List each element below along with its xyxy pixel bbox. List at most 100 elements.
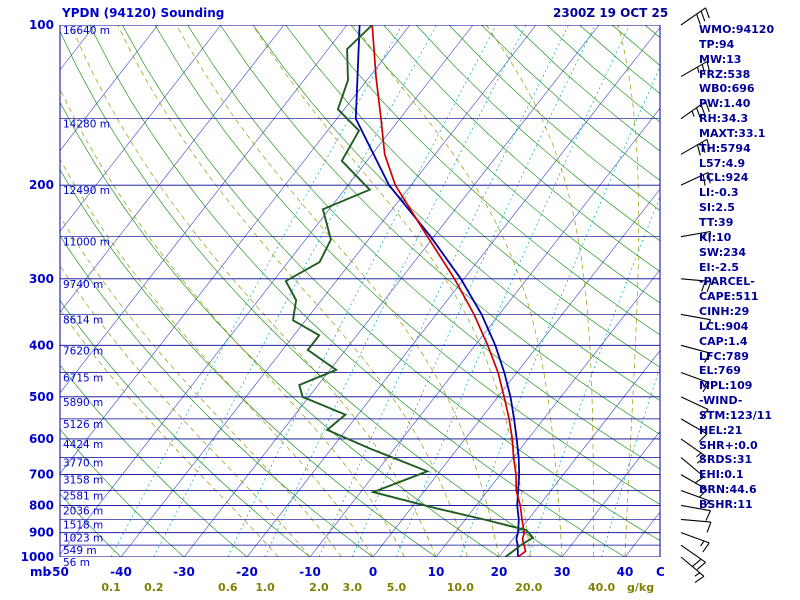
height-label: 7620 m bbox=[63, 345, 103, 357]
mixing-tick-label: 1.0 bbox=[255, 581, 275, 594]
height-labels: 16640 m 14280 m 12490 m 11000 m 9740 m 8614 m… bbox=[63, 25, 110, 569]
indices-panel: WMO:94120 TP:94 MW:13 FRZ:538 WB0:696 PW:1.40… bbox=[699, 23, 799, 513]
temp-tick-label: -40 bbox=[110, 565, 132, 579]
page-title: YPDN (94120) Sounding bbox=[62, 6, 225, 20]
mixing-tick-label: 0.1 bbox=[101, 581, 121, 594]
timestamp: 2300Z 19 OCT 25 bbox=[553, 6, 669, 20]
mixing-tick-label: 0.2 bbox=[144, 581, 164, 594]
index-line: LCL:904 bbox=[699, 319, 749, 333]
index-line: EI:-2.5 bbox=[699, 260, 740, 274]
pressure-unit-label: mb bbox=[30, 565, 52, 579]
height-label: 3158 m bbox=[63, 475, 103, 487]
temp-tick-label: 0 bbox=[369, 565, 377, 579]
temperature-axis-labels: -50 -40 -30 -20 -10 0 10 20 30 40 C bbox=[47, 565, 665, 579]
pressure-tick-label: 800 bbox=[29, 498, 54, 512]
parcel-trace bbox=[354, 25, 521, 557]
mixing-tick-label: 20.0 bbox=[515, 581, 542, 594]
pressure-tick-label: 1000 bbox=[21, 550, 54, 564]
index-line: WB0:696 bbox=[699, 82, 755, 96]
height-label: 4424 m bbox=[63, 439, 103, 451]
dewpoint-trace bbox=[284, 25, 535, 557]
index-line: L57:4.9 bbox=[699, 156, 746, 170]
index-line: KI:10 bbox=[699, 230, 732, 244]
index-line: MAXT:33.1 bbox=[699, 126, 766, 140]
index-line: PW:1.40 bbox=[699, 97, 751, 111]
index-line: MW:13 bbox=[699, 52, 742, 66]
index-line: SW:234 bbox=[699, 245, 747, 259]
temp-tick-label: -50 bbox=[47, 565, 69, 579]
index-line: LFC:789 bbox=[699, 349, 749, 363]
plot-frame bbox=[59, 25, 661, 557]
temp-tick-label: 20 bbox=[491, 565, 508, 579]
temp-unit-label: C bbox=[656, 565, 665, 579]
index-line: EL:769 bbox=[699, 364, 741, 378]
temp-tick-label: -20 bbox=[236, 565, 258, 579]
index-line: CAPE:511 bbox=[699, 290, 759, 304]
index-line: -WIND- bbox=[699, 394, 743, 408]
height-label: 3770 m bbox=[63, 457, 103, 469]
height-label: 16640 m bbox=[63, 25, 110, 37]
index-line: RH:34.3 bbox=[699, 112, 749, 126]
temp-tick-label: 10 bbox=[428, 565, 445, 579]
height-label: 2581 m bbox=[63, 491, 103, 503]
pressure-tick-label: 300 bbox=[29, 272, 54, 286]
height-label: 14280 m bbox=[63, 119, 110, 131]
mixing-tick-label: 0.6 bbox=[218, 581, 238, 594]
index-line: LCL:924 bbox=[699, 171, 749, 185]
index-line: EHI:0.1 bbox=[699, 468, 744, 482]
height-label: 5890 m bbox=[63, 397, 103, 409]
mixing-tick-label: 10.0 bbox=[447, 581, 474, 594]
height-label: 1023 m bbox=[63, 533, 103, 545]
index-line: BSHR:11 bbox=[699, 498, 753, 511]
temp-tick-label: -30 bbox=[173, 565, 195, 579]
index-line: MPL:109 bbox=[699, 379, 753, 393]
index-line: -PARCEL- bbox=[699, 275, 755, 289]
temp-tick-label: -10 bbox=[299, 565, 321, 579]
index-line: SHR+:0.0 bbox=[699, 438, 758, 452]
index-line: STM:123/11 bbox=[699, 408, 773, 422]
mixing-tick-label: 2.0 bbox=[309, 581, 329, 594]
sounding-traces bbox=[284, 25, 535, 557]
pressure-tick-label: 700 bbox=[29, 468, 54, 482]
index-line: TT:39 bbox=[699, 215, 734, 229]
height-label: 11000 m bbox=[63, 237, 110, 249]
index-line: SRDS:31 bbox=[699, 453, 753, 467]
pressure-tick-label: 600 bbox=[29, 432, 54, 446]
mixing-tick-label: 3.0 bbox=[343, 581, 363, 594]
mixing-unit-label: g/kg bbox=[627, 581, 654, 594]
pressure-tick-label: 500 bbox=[29, 390, 54, 404]
pressure-tick-label: 100 bbox=[29, 18, 54, 32]
isotherms bbox=[60, 25, 660, 557]
index-line: CINH:29 bbox=[699, 305, 750, 319]
temp-tick-label: 30 bbox=[554, 565, 571, 579]
mixing-ratio-labels: 0.1 0.2 0.6 1.0 2.0 3.0 5.0 10.0 20.0 40.0 g/kg bbox=[101, 581, 654, 594]
height-label: 8614 m bbox=[63, 314, 103, 326]
height-label: 9740 m bbox=[63, 279, 103, 291]
height-label: 1518 m bbox=[63, 519, 103, 531]
index-line: BRN:44.6 bbox=[699, 483, 757, 497]
mixing-tick-label: 5.0 bbox=[387, 581, 407, 594]
pressure-tick-label: 200 bbox=[29, 178, 54, 192]
pressure-lines bbox=[60, 25, 660, 557]
index-line: CAP:1.4 bbox=[699, 334, 748, 348]
index-line: TH:5794 bbox=[699, 141, 751, 155]
index-line: HEL:21 bbox=[699, 423, 743, 437]
wind-barbs bbox=[680, 7, 712, 584]
height-label: 5126 m bbox=[63, 419, 103, 431]
temp-tick-label: 40 bbox=[617, 565, 634, 579]
temperature-trace bbox=[371, 25, 527, 557]
index-line: WMO:94120 bbox=[699, 23, 775, 36]
height-label: 6715 m bbox=[63, 373, 103, 385]
height-label: 12490 m bbox=[63, 185, 110, 197]
index-line: SI:2.5 bbox=[699, 201, 735, 215]
index-line: LI:-0.3 bbox=[699, 186, 739, 200]
pressure-tick-label: 400 bbox=[29, 338, 54, 352]
height-label: 549 m bbox=[63, 545, 97, 557]
index-line: TP:94 bbox=[699, 37, 735, 51]
mixing-tick-label: 40.0 bbox=[588, 581, 615, 594]
height-label: 56 m bbox=[63, 557, 90, 569]
height-label: 2036 m bbox=[63, 505, 103, 517]
pressure-tick-label: 900 bbox=[29, 526, 54, 540]
